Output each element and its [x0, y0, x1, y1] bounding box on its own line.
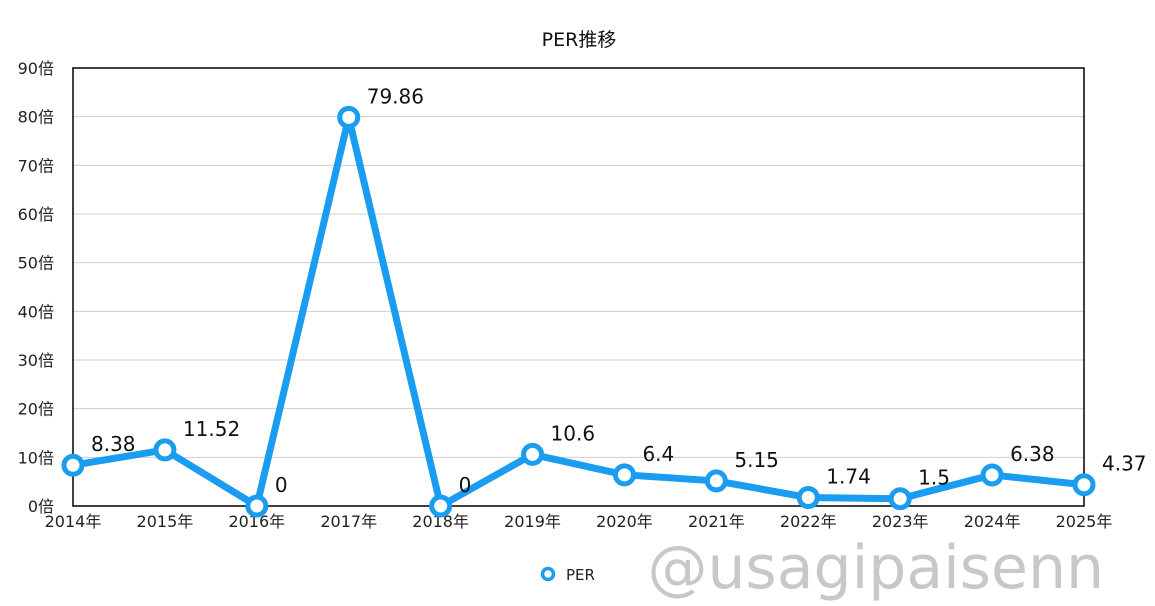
- data-point: [612, 463, 636, 487]
- legend-label-per: PER: [566, 566, 595, 584]
- y-tick-label: 90倍: [18, 59, 54, 78]
- data-labels: 8.38 11.52 0 79.86 0 10.6 6.4 5.15 1.74 1.5 6.38 4.…: [91, 84, 1147, 497]
- data-point: [61, 453, 85, 477]
- x-tick-label: 2016年: [228, 512, 285, 531]
- y-tick-label: 60倍: [18, 205, 54, 224]
- data-label: 0: [459, 473, 472, 497]
- x-tick-label: 2021年: [688, 512, 745, 531]
- data-label: 8.38: [91, 432, 136, 456]
- data-label: 11.52: [183, 417, 240, 441]
- x-tick-label: 2025年: [1056, 512, 1113, 531]
- x-tick-label: 2014年: [45, 512, 102, 531]
- data-point: [245, 494, 269, 518]
- x-axis-ticks: 2014年 2015年 2016年 2017年 2018年 2019年 2020年 2021年…: [45, 512, 1113, 531]
- data-label: 6.4: [642, 442, 674, 466]
- series-per: [61, 105, 1096, 518]
- y-tick-label: 80倍: [18, 108, 54, 127]
- data-point: [429, 494, 453, 518]
- y-tick-label: 30倍: [18, 351, 54, 370]
- legend: PER: [540, 566, 595, 584]
- data-label: 6.38: [1010, 442, 1055, 466]
- chart-title: PER推移: [542, 29, 617, 51]
- data-label: 10.6: [551, 421, 596, 445]
- y-tick-label: 40倍: [18, 302, 54, 321]
- y-tick-label: 20倍: [18, 400, 54, 419]
- legend-marker: [540, 566, 556, 582]
- data-point: [704, 469, 728, 493]
- data-point: [796, 486, 820, 510]
- x-tick-label: 2023年: [872, 512, 929, 531]
- x-tick-label: 2020年: [596, 512, 653, 531]
- y-tick-label: 70倍: [18, 156, 54, 175]
- x-tick-label: 2017年: [320, 512, 377, 531]
- data-label: 0: [275, 473, 288, 497]
- y-tick-label: 0倍: [28, 497, 54, 516]
- watermark: @usagipaisenn: [647, 533, 1104, 603]
- grid-lines: [73, 116, 1084, 458]
- data-point: [1072, 473, 1096, 497]
- data-point: [980, 463, 1004, 487]
- x-tick-label: 2018年: [412, 512, 469, 531]
- data-point: [888, 487, 912, 511]
- x-tick-label: 2019年: [504, 512, 561, 531]
- plot-frame: [72, 67, 1085, 507]
- x-tick-label: 2015年: [137, 512, 194, 531]
- data-label: 1.74: [826, 465, 871, 489]
- y-tick-label: 50倍: [18, 254, 54, 273]
- data-label: 79.86: [367, 84, 424, 108]
- data-point: [337, 105, 361, 129]
- data-label: 1.5: [918, 466, 950, 490]
- data-label: 5.15: [734, 448, 779, 472]
- y-tick-label: 10倍: [18, 448, 54, 467]
- series-line: [69, 113, 1088, 510]
- data-point: [521, 442, 545, 466]
- x-tick-label: 2024年: [964, 512, 1021, 531]
- data-label: 4.37: [1102, 452, 1147, 476]
- data-point: [153, 438, 177, 462]
- y-axis-ticks: 0倍 10倍 20倍 30倍 40倍 50倍 60倍 70倍 80倍 90倍: [18, 59, 54, 516]
- x-tick-label: 2022年: [780, 512, 837, 531]
